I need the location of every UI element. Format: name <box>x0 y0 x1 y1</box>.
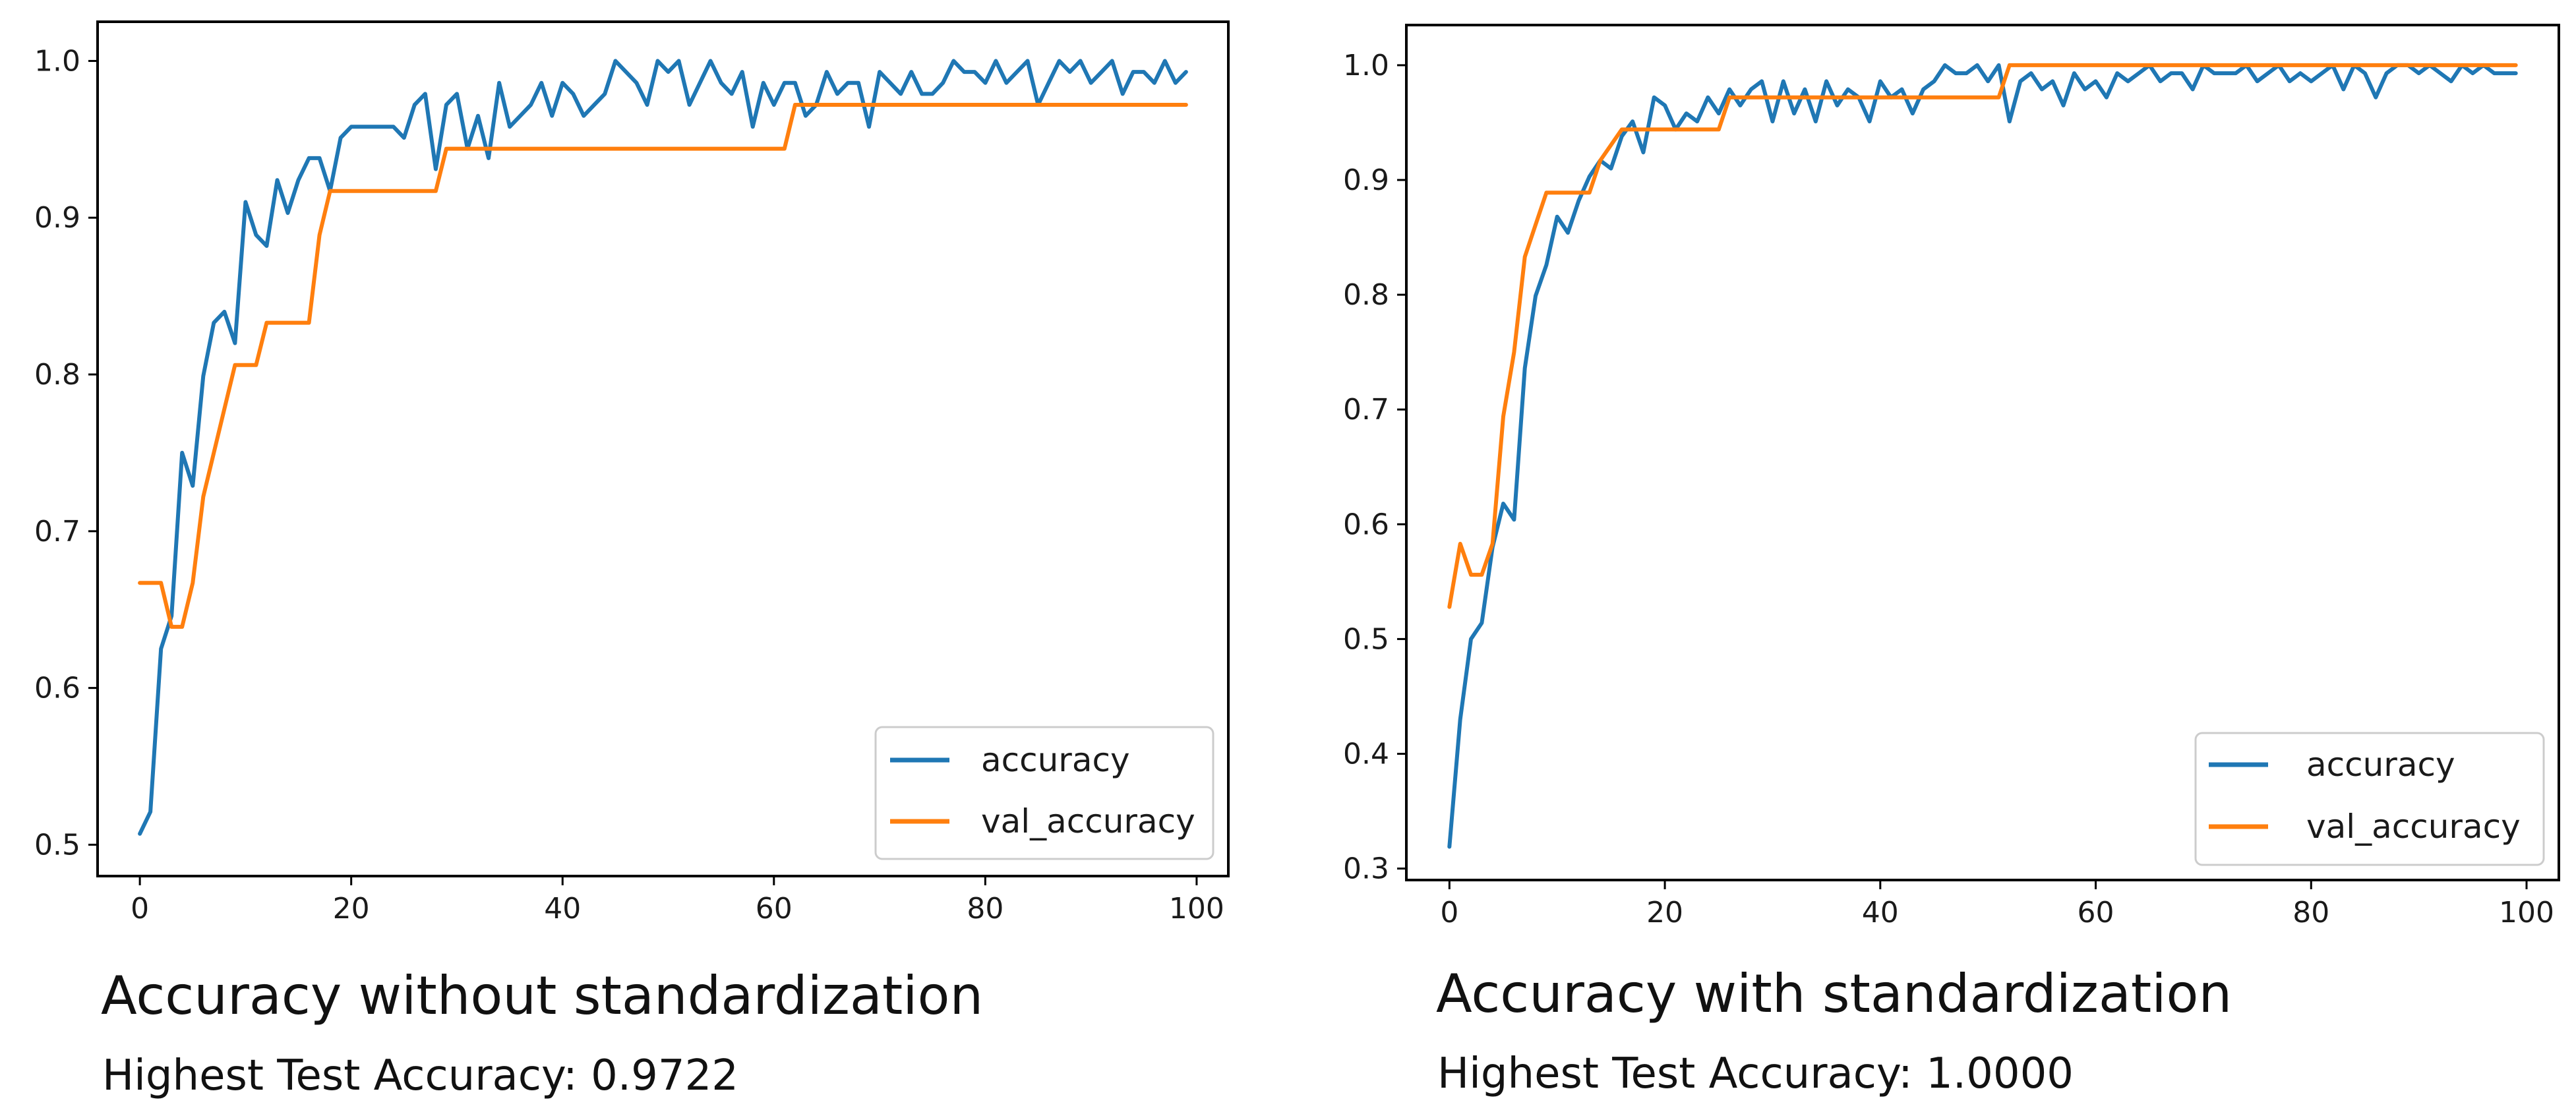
y-tick-label-2-2: 0.5 <box>1343 622 1389 656</box>
x-tick-label-2-1: 20 <box>1646 896 1683 929</box>
panel-subcaption-1: Highest Test Accuracy: 0.9722 <box>102 1051 738 1100</box>
x-tick-label-2-3: 60 <box>2078 896 2114 929</box>
series-lines-1 <box>138 59 1188 836</box>
y-tick-label-2-6: 0.9 <box>1343 163 1389 197</box>
legend-label-accuracy-1: accuracy <box>981 741 1130 779</box>
x-tick-label-1-3: 60 <box>756 892 793 926</box>
legend-label-val-accuracy-2: val_accuracy <box>2306 808 2521 846</box>
panel-caption-2: Accuracy with standardization <box>1436 963 2232 1024</box>
chart-panel-2: 0 20 40 60 80 100 0.3 0.4 0.5 0.6 0.7 0.8 0.9 1.0 acc… <box>1343 24 2560 1098</box>
y-tick-label-1-4: 0.9 <box>34 201 80 235</box>
x-tick-label-2-4: 80 <box>2292 896 2329 929</box>
legend-2: accuracy val_accuracy <box>2194 732 2545 866</box>
axis-ticks-1: 0 20 40 60 80 100 0.5 0.6 0.7 0.8 0.9 1.0 <box>34 44 1224 926</box>
y-tick-label-2-7: 1.0 <box>1343 49 1389 82</box>
y-tick-label-2-5: 0.8 <box>1343 278 1389 312</box>
series-line-accuracy-1 <box>138 59 1188 836</box>
y-tick-label-1-3: 0.8 <box>34 358 80 392</box>
legend-1: accuracy val_accuracy <box>874 726 1214 860</box>
y-tick-label-2-0: 0.3 <box>1343 852 1389 886</box>
x-tick-label-1-4: 80 <box>967 892 1003 926</box>
series-line-val-accuracy-2 <box>1447 63 2518 609</box>
legend-label-val-accuracy-1: val_accuracy <box>981 802 1195 840</box>
x-tick-label-1-0: 0 <box>131 892 149 926</box>
x-tick-label-1-2: 40 <box>544 892 581 926</box>
series-lines-2 <box>1447 63 2518 849</box>
panel-caption-1: Accuracy without standardization <box>101 965 983 1026</box>
x-tick-label-1-1: 20 <box>333 892 370 926</box>
series-line-val-accuracy-1 <box>138 103 1188 629</box>
x-tick-label-2-5: 100 <box>2499 896 2554 929</box>
y-tick-label-1-0: 0.5 <box>34 828 80 862</box>
y-tick-label-2-3: 0.6 <box>1343 508 1389 541</box>
legend-box-1 <box>874 726 1214 860</box>
y-tick-label-2-1: 0.4 <box>1343 737 1389 771</box>
y-tick-label-2-4: 0.7 <box>1343 393 1389 427</box>
chart-panel-1: 0 20 40 60 80 100 0.5 0.6 0.7 0.8 0.9 1.0 accuracy … <box>34 20 1230 1100</box>
x-tick-label-2-0: 0 <box>1440 896 1458 929</box>
y-tick-label-1-1: 0.6 <box>34 672 80 705</box>
axis-ticks-2: 0 20 40 60 80 100 0.3 0.4 0.5 0.6 0.7 0.8 0.9 1.0 <box>1343 49 2554 929</box>
panel-subcaption-2: Highest Test Accuracy: 1.0000 <box>1437 1049 2074 1098</box>
legend-label-accuracy-2: accuracy <box>2306 746 2455 784</box>
y-tick-label-1-2: 0.7 <box>34 515 80 548</box>
legend-box-2 <box>2194 732 2545 866</box>
x-tick-label-1-5: 100 <box>1169 892 1224 926</box>
y-tick-label-1-5: 1.0 <box>34 44 80 78</box>
x-tick-label-2-2: 40 <box>1862 896 1899 929</box>
